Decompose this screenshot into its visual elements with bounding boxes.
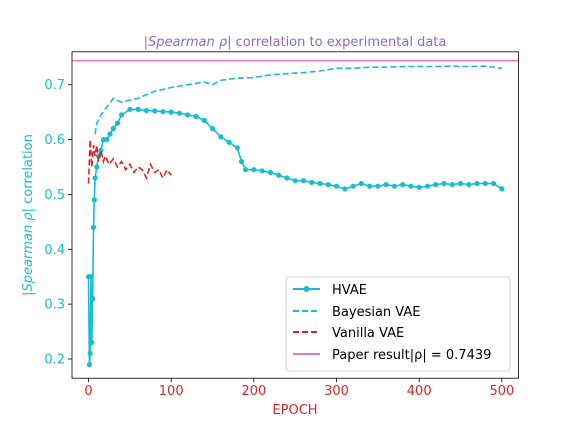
data-point-hvae <box>119 112 125 118</box>
data-point-hvae <box>474 180 480 187</box>
data-point-hvae <box>92 175 98 181</box>
legend-label-vanilla-vae: Vanilla VAE <box>332 326 404 341</box>
data-point-hvae <box>457 180 464 187</box>
legend-item-vanilla-vae: Vanilla VAE <box>293 326 404 341</box>
y-tick-label: 0.4 <box>44 243 65 258</box>
data-point-hvae <box>135 106 141 112</box>
data-point-hvae <box>408 183 414 189</box>
data-point-hvae <box>168 109 174 115</box>
y-tick-label: 0.3 <box>44 298 65 313</box>
data-point-hvae <box>416 184 422 190</box>
data-point-hvae <box>400 182 406 188</box>
legend-marker-hvae <box>303 286 310 292</box>
x-tick-label: 300 <box>324 384 349 399</box>
data-point-hvae <box>267 169 273 176</box>
data-point-hvae <box>383 182 389 188</box>
data-point-hvae <box>499 186 505 192</box>
data-point-hvae <box>259 168 265 174</box>
y-tick-label: 0.2 <box>44 353 65 368</box>
data-point-hvae <box>482 180 488 187</box>
data-point-hvae <box>98 147 104 154</box>
x-axis-label: EPOCH <box>272 403 317 418</box>
data-point-hvae <box>201 117 207 123</box>
x-tick-label: 100 <box>159 384 184 399</box>
legend-label-paper-result: Paper result|ρ| = 0.7439 <box>332 348 491 363</box>
plot-area <box>72 59 519 368</box>
data-point-hvae <box>243 167 249 173</box>
data-point-hvae <box>90 296 96 302</box>
data-point-hvae <box>317 180 323 187</box>
y-axis-label: |Spearman ρ| correlation <box>21 134 36 296</box>
data-point-hvae <box>90 224 97 230</box>
data-point-hvae <box>176 110 183 116</box>
data-point-hvae <box>87 350 93 357</box>
x-tick-label: 400 <box>407 384 432 399</box>
data-point-hvae <box>104 137 110 143</box>
x-tick-label: 200 <box>241 384 266 399</box>
data-point-hvae <box>88 274 94 280</box>
data-point-hvae <box>300 178 307 184</box>
data-point-hvae <box>185 112 191 118</box>
chart-title: |Spearman ρ| correlation to experimental… <box>144 35 447 50</box>
axes-frame <box>71 51 519 379</box>
data-point-hvae <box>466 182 472 188</box>
x-tick-label: 500 <box>489 384 514 399</box>
data-point-hvae <box>284 175 290 181</box>
data-point-hvae <box>449 182 455 188</box>
data-point-hvae <box>325 182 331 188</box>
data-point-hvae <box>276 172 282 178</box>
y-tick-label: 0.5 <box>44 188 65 203</box>
data-point-hvae <box>89 339 95 346</box>
data-point-hvae <box>91 197 97 203</box>
data-point-hvae <box>114 120 121 126</box>
data-point-hvae <box>226 139 232 145</box>
legend-item-bayesian-vae: Bayesian VAE <box>293 305 420 320</box>
legend-frame <box>285 276 511 372</box>
data-point-hvae <box>433 182 439 188</box>
axis-ticks: 0 100 200 300 400 500 0.2 0.3 0.4 0.5 0.6 0.7 <box>44 78 514 399</box>
y-tick-label: 0.6 <box>44 133 65 148</box>
data-point-hvae <box>350 183 356 189</box>
data-point-hvae <box>94 164 100 170</box>
data-point-hvae <box>234 145 240 151</box>
data-point-hvae <box>110 126 116 132</box>
data-point-hvae <box>292 178 298 184</box>
data-point-hvae <box>491 180 497 187</box>
data-point-hvae <box>160 109 166 115</box>
data-point-hvae <box>238 158 245 165</box>
data-point-hvae <box>209 126 216 132</box>
data-point-hvae <box>309 179 315 185</box>
x-tick-label: 0 <box>84 384 92 399</box>
data-point-hvae <box>367 183 373 189</box>
data-point-hvae <box>342 186 348 192</box>
data-point-hvae <box>107 131 113 137</box>
y-tick-label: 0.7 <box>44 78 65 93</box>
data-point-hvae <box>193 113 199 120</box>
data-point-hvae <box>391 183 397 189</box>
legend-item-paper-result: Paper result|ρ| = 0.7439 <box>293 348 491 363</box>
data-point-hvae <box>375 183 381 189</box>
data-point-hvae <box>441 180 447 187</box>
data-point-hvae <box>127 106 133 112</box>
data-point-hvae <box>251 167 257 173</box>
data-point-hvae <box>86 361 92 368</box>
series-line-vanilla-vae <box>87 139 172 184</box>
data-point-hvae <box>358 180 364 187</box>
data-point-hvae <box>143 107 149 114</box>
legend-label-hvae: HVAE <box>332 283 367 298</box>
data-point-hvae <box>333 183 340 189</box>
legend-label-bayesian-vae: Bayesian VAE <box>332 305 420 320</box>
legend-item-hvae: HVAE <box>293 283 367 298</box>
data-point-hvae <box>218 134 224 140</box>
data-point-hvae <box>152 108 158 114</box>
data-point-hvae <box>424 183 431 189</box>
legend: HVAE Bayesian VAE Vanilla VAE Paper resu… <box>285 276 511 372</box>
series-line-bayesian-vae <box>94 65 503 135</box>
